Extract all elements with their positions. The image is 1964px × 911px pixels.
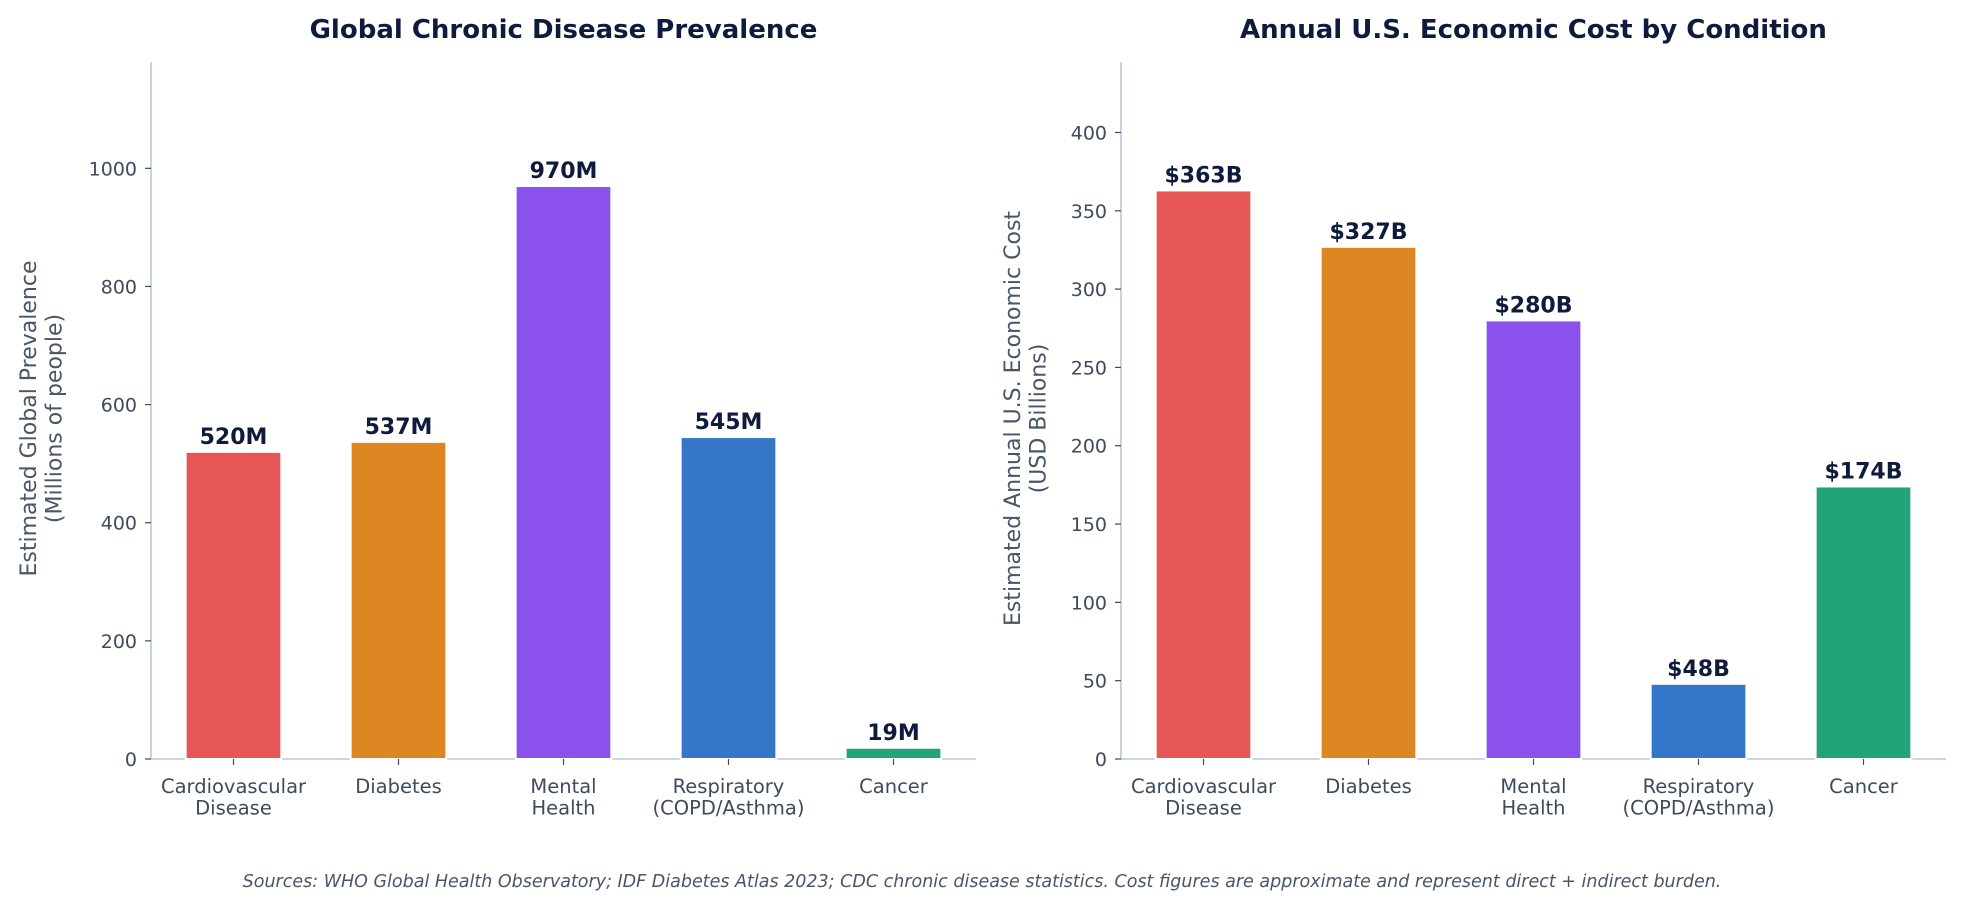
bar-value-label: 970M: [530, 159, 598, 184]
x-tick-label: Diabetes: [355, 775, 442, 798]
bar-value-label: 520M: [200, 425, 268, 450]
x-tick-label-line: Health: [531, 796, 595, 819]
x-tick-label-line: Health: [1501, 796, 1565, 819]
bar-value-label: $174B: [1825, 459, 1903, 484]
x-tick-label-line: Cancer: [859, 775, 929, 798]
y-tick-label: 200: [1071, 436, 1107, 458]
x-tick-label: Respiratory (COPD/Asthma): [653, 775, 805, 819]
y-tick-label: 0: [125, 749, 137, 771]
bar-value-label: 537M: [365, 415, 433, 440]
y-tick-label: 1000: [89, 158, 137, 180]
y-tick-label: 400: [1071, 122, 1107, 144]
x-tick-label: Mental Health: [1500, 775, 1566, 819]
y-axis-label-line: Estimated Annual U.S. Economic Cost: [1001, 211, 1026, 626]
bar: [1484, 319, 1583, 760]
y-tick-label: 600: [101, 395, 137, 417]
bar: [349, 440, 448, 760]
y-axis-label: Estimated Global Prevalence(Millions of …: [17, 260, 67, 576]
y-tick-label: 350: [1071, 201, 1107, 223]
bar: [1319, 245, 1418, 761]
y-tick-label: 300: [1071, 279, 1107, 301]
x-tick-label-line: Mental: [530, 775, 596, 798]
bar-value-label: $327B: [1330, 220, 1408, 245]
x-tick-label: Cancer: [1829, 775, 1899, 798]
x-tick-label-line: Diabetes: [355, 775, 442, 798]
bar-value-label: $280B: [1495, 293, 1573, 318]
x-tick-label-line: Disease: [195, 796, 272, 819]
x-tick-label-line: Cancer: [1829, 775, 1899, 798]
chart-panel-1: Global Chronic Disease Prevalence Estimat…: [17, 15, 976, 819]
x-tick-label: Mental Health: [530, 775, 596, 819]
x-tick-label: Cardiovascular Disease: [1131, 775, 1277, 819]
bar: [514, 185, 613, 761]
y-tick-label: 250: [1071, 357, 1107, 379]
bar-value-label: $363B: [1165, 163, 1243, 188]
y-axis-label-line: (USD Billions): [1026, 344, 1051, 494]
y-tick-label: 400: [101, 513, 137, 535]
chart-title: Annual U.S. Economic Cost by Condition: [1240, 15, 1827, 45]
x-tick-label-line: (COPD/Asthma): [1623, 796, 1775, 819]
y-tick-label: 100: [1071, 592, 1107, 614]
y-tick-label: 0: [1095, 749, 1107, 771]
x-tick-label: Diabetes: [1325, 775, 1412, 798]
bar: [1649, 682, 1748, 761]
bar: [1814, 485, 1913, 760]
x-tick-label-line: Diabetes: [1325, 775, 1412, 798]
bar-value-label: $48B: [1667, 657, 1730, 682]
bar-value-label: 19M: [867, 721, 920, 746]
y-axis-label-line: Estimated Global Prevalence: [17, 260, 42, 576]
y-axis-label: Estimated Annual U.S. Economic Cost(USD …: [1001, 211, 1051, 626]
source-note: Sources: WHO Global Health Observatory; …: [242, 872, 1722, 892]
x-tick-label-line: Respiratory: [673, 775, 785, 798]
x-tick-label-line: Mental: [1500, 775, 1566, 798]
x-tick-label-line: Cardiovascular: [1131, 775, 1277, 798]
x-tick-label: Respiratory (COPD/Asthma): [1623, 775, 1775, 819]
chart-panel-2: Annual U.S. Economic Cost by Condition Es…: [1001, 15, 1946, 819]
x-tick-label-line: Cardiovascular: [161, 775, 307, 798]
bar: [1154, 189, 1253, 760]
y-tick-label: 800: [101, 276, 137, 298]
bar: [844, 746, 943, 760]
x-tick-label: Cardiovascular Disease: [161, 775, 307, 819]
chart-title: Global Chronic Disease Prevalence: [310, 15, 818, 45]
y-tick-label: 50: [1083, 671, 1107, 693]
bar: [679, 436, 778, 760]
y-tick-label: 200: [101, 631, 137, 653]
x-tick-label: Cancer: [859, 775, 929, 798]
x-tick-label-line: (COPD/Asthma): [653, 796, 805, 819]
y-axis-label-line: (Millions of people): [42, 314, 67, 523]
x-tick-label-line: Disease: [1165, 796, 1242, 819]
x-tick-label-line: Respiratory: [1643, 775, 1755, 798]
y-tick-label: 150: [1071, 514, 1107, 536]
bar: [184, 450, 283, 760]
bar-value-label: 545M: [695, 410, 763, 435]
